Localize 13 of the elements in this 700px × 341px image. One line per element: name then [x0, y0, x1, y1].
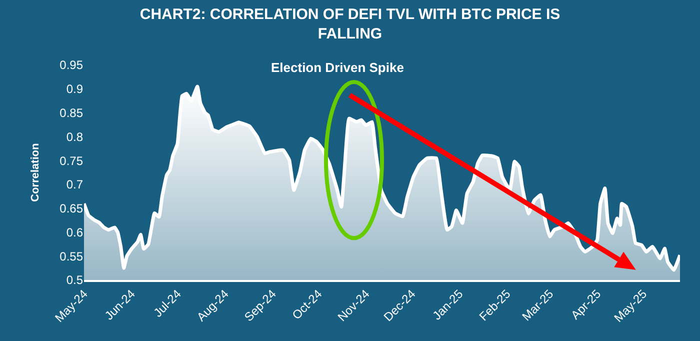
annotation: Election Driven Spike — [271, 60, 404, 75]
y-axis-title: Correlation — [29, 142, 42, 202]
y-tick-label: 0.75 — [60, 154, 84, 168]
y-tick-label: 0.55 — [60, 249, 84, 264]
y-tick-label: 0.65 — [60, 202, 84, 216]
y-tick-label: 0.8 — [66, 130, 84, 144]
y-tick-label: 0.9 — [66, 82, 84, 96]
y-tick-label: 0.95 — [60, 58, 84, 72]
y-tick-label: 0.7 — [66, 178, 84, 192]
y-tick-label: 0.5 — [66, 273, 84, 288]
y-tick-label: 0.6 — [66, 225, 84, 240]
chart-title: CHART2: CORRELATION OF DEFI TVL WITH BTC PRICE IS FALLING — [140, 6, 560, 42]
y-tick-label: 0.85 — [60, 106, 84, 120]
